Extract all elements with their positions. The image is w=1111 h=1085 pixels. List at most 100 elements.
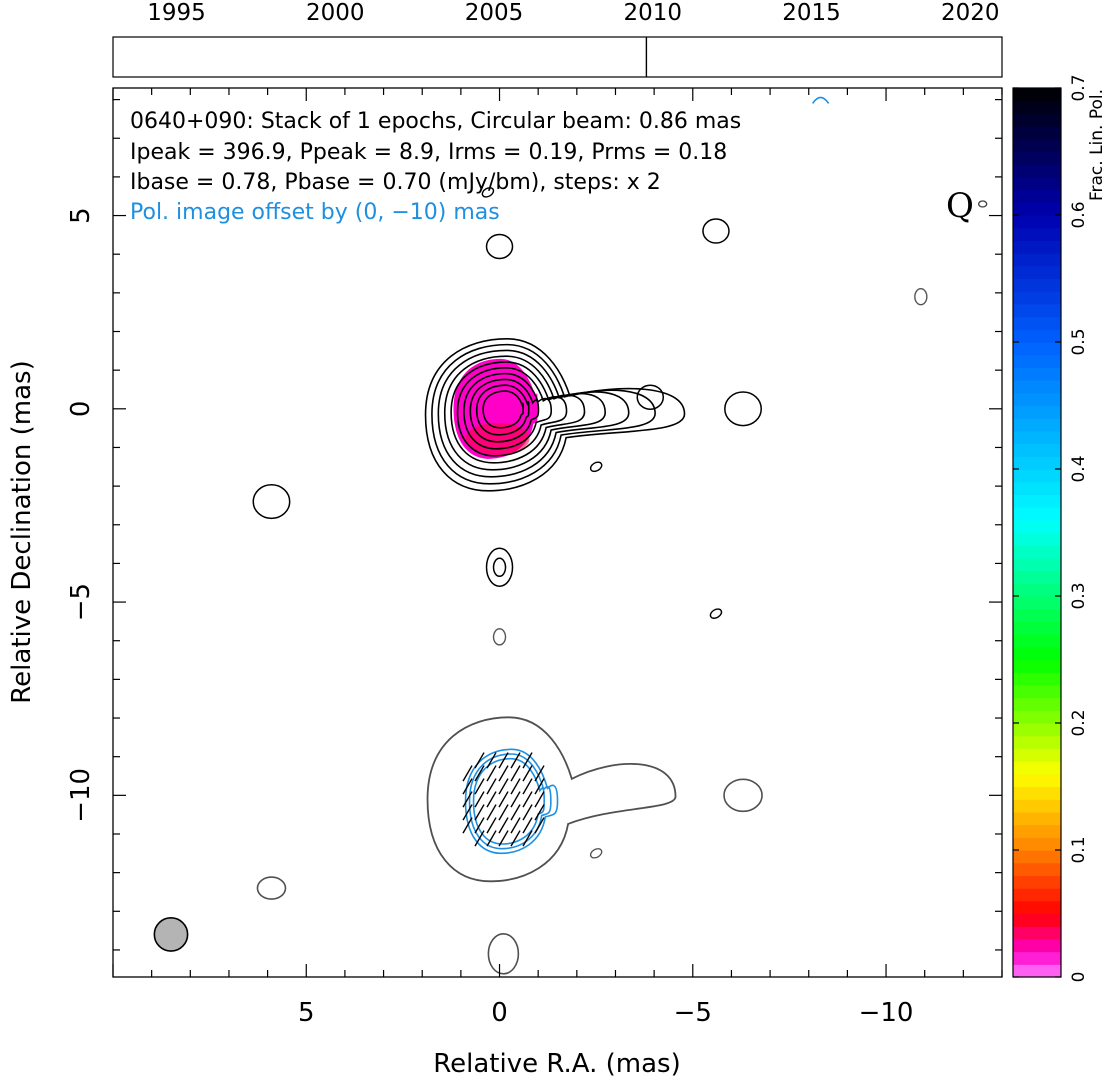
pol-contour [472,757,545,845]
colorbar-band [1013,710,1061,724]
colorbar-band [1013,189,1061,203]
colorbar-tick-label: 0.1 [1069,836,1089,863]
colorbar-frame [1012,87,1062,978]
pol-contour [464,748,559,855]
x-tick-label: 5 [298,998,315,1028]
evpa-tick [510,830,521,847]
evpa-tick [510,817,521,834]
epoch-tick-label: 1995 [147,0,206,26]
offset-note: Pol. image offset by (0, −10) mas [130,200,500,225]
feature-contour [252,484,291,520]
colorbar-label: Frac. Lin. Pol. [1087,89,1107,201]
core-contour [469,378,540,443]
map-area [153,96,988,975]
core-contour [443,355,606,471]
core-contour [437,349,630,478]
evpa-tick [486,804,497,821]
epoch-axis: 1995 2000 2005 2010 2015 2020 [112,0,1003,78]
colorbar-band [1013,405,1061,419]
evpa-tick [474,752,485,769]
x-tick-label: −5 [674,998,712,1028]
colorbar-band [1013,951,1061,965]
offset-stokes-i-contour [426,716,677,883]
y-tick-label: 5 [66,207,96,224]
core-contour [424,338,686,492]
colorbar-band [1013,481,1061,495]
y-tick-label: −10 [66,768,96,823]
y-tick-label: 0 [66,401,96,418]
colorbar-band [1013,837,1061,851]
evpa-tick [522,778,533,795]
feature-contour [485,547,514,588]
x-tick-label: −10 [859,998,914,1028]
colorbar-band [1013,811,1061,826]
core-contour [450,361,586,464]
colorbar-band [1013,278,1061,292]
colorbar-band [1013,862,1061,876]
colorbar-band [1013,634,1061,648]
feature-contour [589,461,603,473]
epoch-tick-label: 2020 [941,0,1000,26]
colorbar-band [1013,519,1061,534]
colorbar-band [1013,608,1061,622]
core-contour [463,372,553,450]
colorbar-band [1013,570,1061,584]
x-tick-label: 0 [491,998,508,1028]
feature-contour [724,391,762,427]
core-contour [475,384,530,436]
evpa-tick [486,765,497,782]
evpa-tick [486,778,497,795]
feature-contour [709,608,723,619]
title-line-2: Ipeak = 396.9, Ppeak = 8.9, Irms = 0.19,… [130,140,727,165]
colorbar-band [1013,938,1061,953]
colorbar-band [1013,126,1061,140]
colorbar-band [1013,88,1061,102]
colorbar: 0 0.1 0.2 0.3 0.4 0.5 0.6 0.7 [1012,74,1089,982]
evpa-tick [498,830,509,847]
colorbar-band [1013,303,1061,318]
evpa-tick [510,765,521,782]
colorbar-band [1013,926,1061,940]
feature-contour [492,557,507,578]
evpa-tick [462,778,473,795]
colorbar-band [1013,583,1061,597]
colorbar-tick-label: 0.7 [1069,74,1089,101]
offset-feature-contour [589,848,603,859]
colorbar-tick-label: 0.2 [1069,709,1089,736]
colorbar-band [1013,354,1061,368]
colorbar-band [1013,215,1061,229]
colorbar-band [1013,596,1061,610]
evpa-tick [534,804,545,821]
colorbar-band [1013,342,1061,356]
colorbar-band [1013,659,1061,673]
colorbar-band [1013,253,1061,267]
colorbar-band [1013,824,1061,838]
evpa-tick [522,830,533,847]
epoch-tick-label: 2010 [623,0,682,26]
colorbar-tick-label: 0.4 [1069,455,1089,482]
colorbar-band [1013,748,1061,762]
colorbar-band [1013,265,1061,280]
evpa-tick [534,765,545,782]
colorbar-band [1013,380,1061,394]
colorbar-band [1013,545,1061,559]
colorbar-band [1013,202,1061,216]
colorbar-band [1013,875,1061,889]
evpa-tick [522,804,533,821]
colorbar-band [1013,494,1061,508]
y-axis-label: Relative Declination (mas) [7,360,37,703]
evpa-tick [486,791,497,808]
colorbar-band [1013,532,1061,546]
colorbar-band [1013,964,1061,978]
colorbar-band [1013,176,1061,191]
colorbar-band [1013,291,1061,305]
epoch-tick-label: 2000 [306,0,365,26]
evpa-tick [462,791,473,808]
evpa-tick [510,778,521,795]
colorbar-band [1013,469,1061,483]
evpa-tick [474,765,485,782]
evpa-tick [486,752,497,769]
epoch-frame [112,36,1003,78]
evpa-tick [486,830,497,847]
colorbar-band [1013,392,1061,407]
